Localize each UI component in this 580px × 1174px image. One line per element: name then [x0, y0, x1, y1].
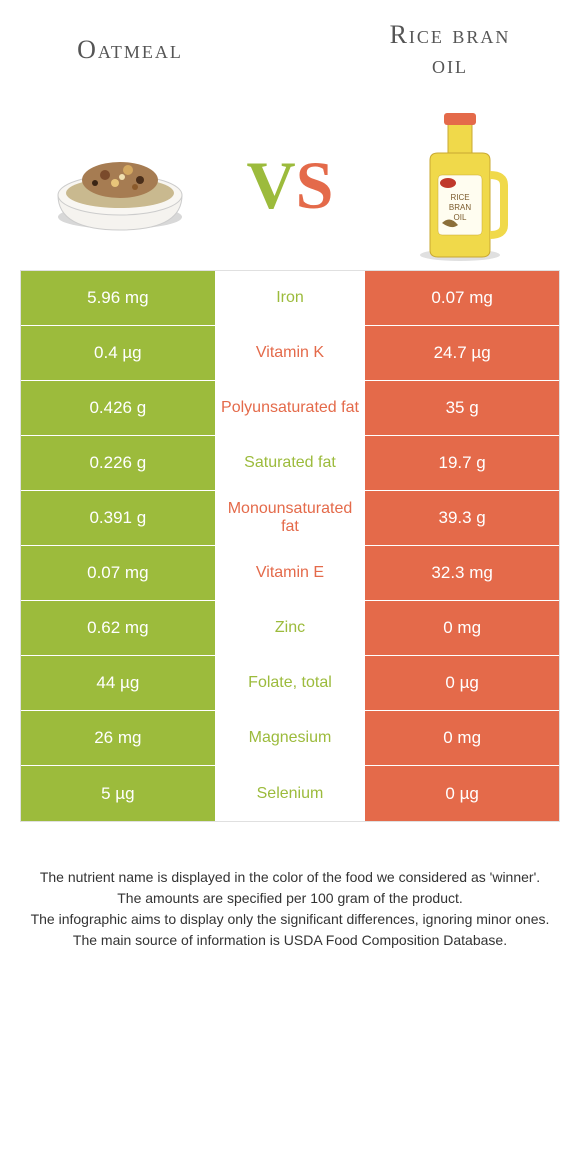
footnote-line: The main source of information is USDA F… [30, 930, 550, 951]
right-value: 35 g [365, 381, 559, 435]
left-value: 26 mg [21, 711, 215, 765]
svg-text:OIL: OIL [454, 213, 467, 222]
left-value: 0.62 mg [21, 601, 215, 655]
footnote-line: The nutrient name is displayed in the co… [30, 867, 550, 888]
right-value: 0 µg [365, 656, 559, 710]
right-food-title: Rice bran oil [340, 20, 560, 80]
left-value: 5.96 mg [21, 271, 215, 325]
right-value: 0 mg [365, 711, 559, 765]
nutrient-name: Vitamin K [215, 326, 366, 380]
left-value: 0.426 g [21, 381, 215, 435]
right-food-title-line2: oil [432, 50, 468, 79]
left-value: 0.07 mg [21, 546, 215, 600]
footnote-line: The amounts are specified per 100 gram o… [30, 888, 550, 909]
right-value: 39.3 g [365, 491, 559, 545]
nutrient-name: Saturated fat [215, 436, 366, 490]
vs-s: S [296, 147, 334, 223]
title-row: Oatmeal Rice bran oil [20, 20, 560, 100]
rice-bran-oil-icon: RICE BRAN OIL [400, 105, 520, 265]
nutrient-name: Iron [215, 271, 366, 325]
table-row: 0.4 µgVitamin K24.7 µg [21, 326, 559, 381]
right-value: 0.07 mg [365, 271, 559, 325]
left-value: 5 µg [21, 766, 215, 821]
left-value: 0.4 µg [21, 326, 215, 380]
footnote-line: The infographic aims to display only the… [30, 909, 550, 930]
right-value: 0 mg [365, 601, 559, 655]
table-row: 26 mgMagnesium0 mg [21, 711, 559, 766]
svg-text:RICE: RICE [450, 193, 469, 202]
vs-label: VS [230, 146, 350, 225]
nutrient-name: Magnesium [215, 711, 366, 765]
left-value: 44 µg [21, 656, 215, 710]
left-value: 0.226 g [21, 436, 215, 490]
table-row: 5.96 mgIron0.07 mg [21, 271, 559, 326]
nutrient-name: Polyunsaturated fat [215, 381, 366, 435]
table-row: 0.226 gSaturated fat19.7 g [21, 436, 559, 491]
right-value: 32.3 mg [365, 546, 559, 600]
right-value: 0 µg [365, 766, 559, 821]
right-food-title-line1: Rice bran [390, 20, 511, 49]
left-food-image [20, 125, 220, 245]
right-value: 19.7 g [365, 436, 559, 490]
nutrient-name: Folate, total [215, 656, 366, 710]
nutrient-name: Selenium [215, 766, 366, 821]
oatmeal-icon [40, 125, 200, 245]
vs-v: V [247, 147, 296, 223]
table-row: 44 µgFolate, total0 µg [21, 656, 559, 711]
right-food-image: RICE BRAN OIL [360, 105, 560, 265]
table-row: 0.426 gPolyunsaturated fat35 g [21, 381, 559, 436]
table-row: 0.391 gMonounsaturated fat39.3 g [21, 491, 559, 546]
nutrient-name: Zinc [215, 601, 366, 655]
table-row: 5 µgSelenium0 µg [21, 766, 559, 821]
image-row: VS RICE BRAN OIL [20, 100, 560, 270]
right-value: 24.7 µg [365, 326, 559, 380]
nutrient-name: Vitamin E [215, 546, 366, 600]
left-food-title: Oatmeal [20, 20, 240, 65]
comparison-table: 5.96 mgIron0.07 mg0.4 µgVitamin K24.7 µg… [20, 270, 560, 822]
left-value: 0.391 g [21, 491, 215, 545]
svg-text:BRAN: BRAN [449, 203, 471, 212]
table-row: 0.07 mgVitamin E32.3 mg [21, 546, 559, 601]
footnotes: The nutrient name is displayed in the co… [20, 867, 560, 951]
table-row: 0.62 mgZinc0 mg [21, 601, 559, 656]
nutrient-name: Monounsaturated fat [215, 491, 366, 545]
